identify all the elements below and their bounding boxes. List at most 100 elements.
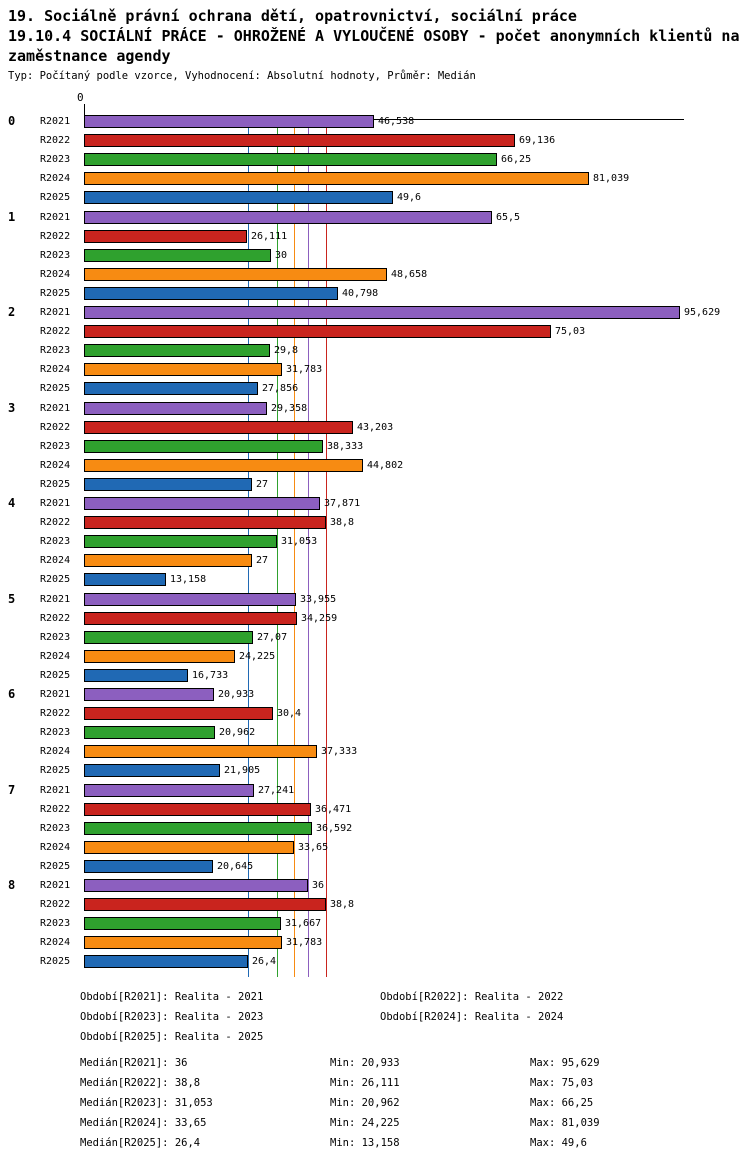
bar-r2022-group-2 <box>84 325 551 338</box>
bar-r2025-group-0 <box>84 191 393 204</box>
bar-r2022-group-6 <box>84 707 273 720</box>
series-row-label: R2024 <box>40 555 71 566</box>
bar-value-label: 38,8 <box>330 517 355 528</box>
group-label-3: 3 <box>8 401 16 415</box>
bar-r2022-group-7 <box>84 803 311 816</box>
bar-value-label: 26,4 <box>252 956 277 967</box>
group-label-2: 2 <box>8 305 16 319</box>
median-line-r2021 <box>308 119 309 977</box>
bar-r2022-group-5 <box>84 612 297 625</box>
group-label-8: 8 <box>8 878 16 892</box>
bar-r2024-group-8 <box>84 936 282 949</box>
bar-value-label: 46,538 <box>378 116 415 127</box>
bar-value-label: 38,8 <box>330 899 355 910</box>
bar-value-label: 20,933 <box>218 689 255 700</box>
bar-r2022-group-3 <box>84 421 353 434</box>
median-line-r2022 <box>326 119 327 977</box>
stat-median-r2023: Medián[R2023]: 31,053 <box>80 1097 213 1109</box>
series-row-label: R2025 <box>40 479 71 490</box>
legend-item-r2025: Období[R2025]: Realita - 2025 <box>80 1031 264 1043</box>
bar-r2022-group-4 <box>84 516 326 529</box>
series-row-label: R2022 <box>40 422 71 433</box>
series-row-label: R2022 <box>40 517 71 528</box>
group-label-5: 5 <box>8 592 16 606</box>
bar-value-label: 81,039 <box>593 173 630 184</box>
bar-r2023-group-7 <box>84 822 312 835</box>
legend: Období[R2021]: Realita - 2021 Období[R20… <box>0 987 750 1047</box>
series-row-label: R2025 <box>40 765 71 776</box>
bar-value-label: 27,241 <box>258 785 295 796</box>
bar-r2024-group-7 <box>84 841 294 854</box>
bar-r2021-group-7 <box>84 784 254 797</box>
stat-max-r2023: Max: 66,25 <box>530 1097 594 1109</box>
series-row-label: R2023 <box>40 345 71 356</box>
bar-r2024-group-6 <box>84 745 317 758</box>
bar-r2023-group-4 <box>84 535 277 548</box>
stats-row-r2025: Medián[R2025]: 26,4 Min: 13,158 Max: 49,… <box>80 1133 750 1153</box>
series-row-label: R2021 <box>40 785 71 796</box>
series-row-label: R2022 <box>40 231 71 242</box>
series-row-label: R2025 <box>40 670 71 681</box>
bar-r2021-group-1 <box>84 211 492 224</box>
bar-r2024-group-4 <box>84 554 252 567</box>
bar-r2023-group-1 <box>84 249 271 262</box>
bar-r2021-group-5 <box>84 593 296 606</box>
series-row-label: R2021 <box>40 403 71 414</box>
median-line-r2023 <box>277 119 278 977</box>
series-row-label: R2021 <box>40 212 71 223</box>
bar-value-label: 27,07 <box>257 632 288 643</box>
stat-median-r2025: Medián[R2025]: 26,4 <box>80 1137 201 1149</box>
series-row-label: R2024 <box>40 842 71 853</box>
bar-r2023-group-6 <box>84 726 215 739</box>
series-row-label: R2024 <box>40 746 71 757</box>
legend-item-r2024: Období[R2024]: Realita - 2024 <box>380 1011 564 1023</box>
bar-r2024-group-0 <box>84 172 589 185</box>
bar-r2025-group-3 <box>84 478 252 491</box>
bar-r2021-group-0 <box>84 115 374 128</box>
bar-value-label: 30,4 <box>277 708 302 719</box>
series-row-label: R2025 <box>40 956 71 967</box>
series-row-label: R2021 <box>40 594 71 605</box>
chart-header: 19. Sociálně právní ochrana dětí, opatro… <box>0 0 750 85</box>
chart-title-line1: 19. Sociálně právní ochrana dětí, opatro… <box>8 7 577 25</box>
bar-value-label: 31,783 <box>286 937 323 948</box>
stat-min-r2024: Min: 24,225 <box>330 1117 400 1129</box>
bar-value-label: 31,783 <box>286 364 323 375</box>
bar-r2021-group-2 <box>84 306 680 319</box>
bar-value-label: 49,6 <box>397 192 422 203</box>
bar-r2024-group-5 <box>84 650 235 663</box>
bar-r2025-group-6 <box>84 764 220 777</box>
bar-value-label: 44,802 <box>367 460 404 471</box>
group-label-1: 1 <box>8 210 16 224</box>
stats-row-r2021: Medián[R2021]: 36 Min: 20,933 Max: 95,62… <box>80 1053 750 1073</box>
stat-min-r2021: Min: 20,933 <box>330 1057 400 1069</box>
bar-value-label: 30 <box>275 250 288 261</box>
group-label-0: 0 <box>8 114 16 128</box>
series-row-label: R2022 <box>40 899 71 910</box>
bar-value-label: 40,798 <box>342 288 379 299</box>
stat-max-r2022: Max: 75,03 <box>530 1077 594 1089</box>
bar-r2024-group-2 <box>84 363 282 376</box>
bar-r2024-group-1 <box>84 268 387 281</box>
series-row-label: R2022 <box>40 135 71 146</box>
series-row-label: R2021 <box>40 498 71 509</box>
bar-r2022-group-0 <box>84 134 515 147</box>
stat-min-r2025: Min: 13,158 <box>330 1137 400 1149</box>
bar-r2024-group-3 <box>84 459 363 472</box>
series-row-label: R2022 <box>40 708 71 719</box>
bar-value-label: 33,955 <box>300 594 337 605</box>
series-row-label: R2025 <box>40 861 71 872</box>
bar-value-label: 29,8 <box>274 345 299 356</box>
bar-r2021-group-8 <box>84 879 308 892</box>
legend-row: Období[R2025]: Realita - 2025 <box>80 1027 750 1047</box>
summary-stats: Medián[R2021]: 36 Min: 20,933 Max: 95,62… <box>0 1053 750 1153</box>
bar-value-label: 65,5 <box>496 212 521 223</box>
legend-row: Období[R2023]: Realita - 2023 Období[R20… <box>80 1007 750 1027</box>
stat-min-r2023: Min: 20,962 <box>330 1097 400 1109</box>
series-row-label: R2025 <box>40 383 71 394</box>
bar-r2022-group-1 <box>84 230 247 243</box>
bar-value-label: 48,658 <box>391 269 428 280</box>
series-row-label: R2024 <box>40 460 71 471</box>
bar-value-label: 36,592 <box>316 823 353 834</box>
